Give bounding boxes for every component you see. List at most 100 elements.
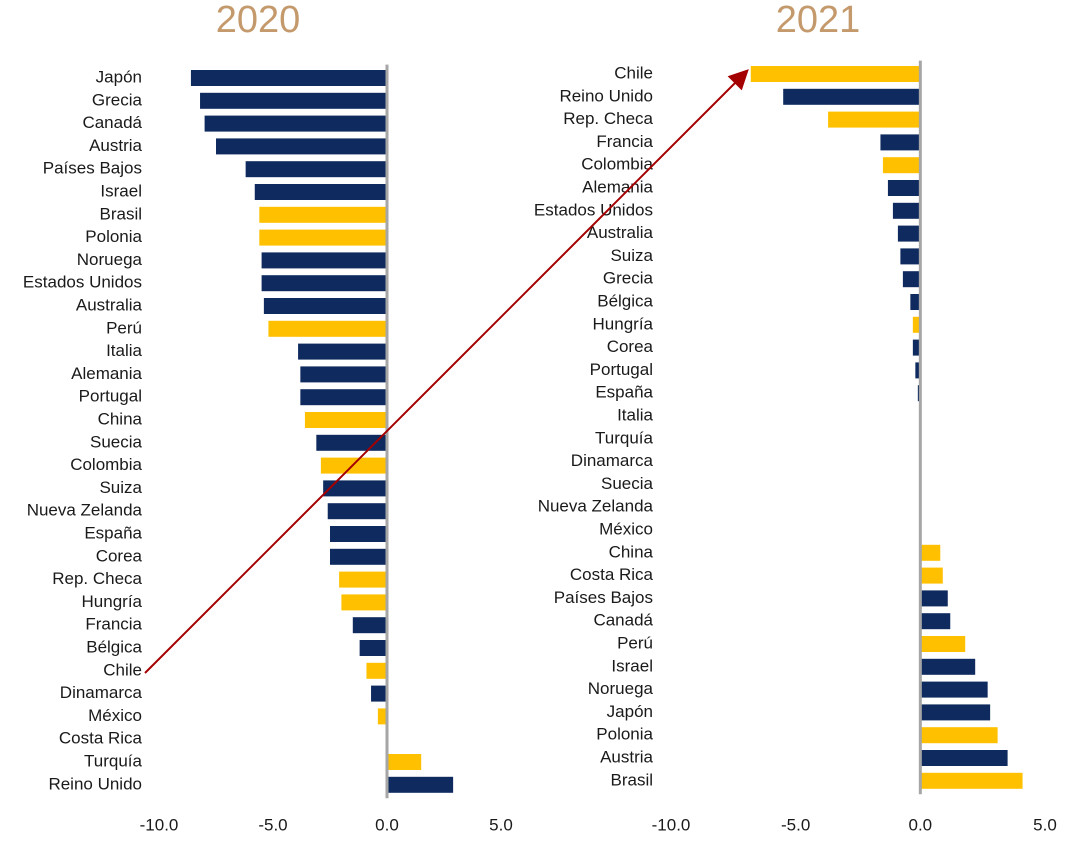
bar <box>920 772 1023 789</box>
bar <box>323 480 387 497</box>
bar <box>387 754 422 770</box>
bar <box>920 658 976 675</box>
bar <box>300 366 387 383</box>
bar <box>783 88 921 105</box>
category-label: Israel <box>611 656 653 675</box>
category-label: Corea <box>96 546 143 565</box>
category-label: Japón <box>96 67 142 86</box>
category-label: Japón <box>607 702 653 721</box>
bar <box>204 115 387 132</box>
category-label: China <box>609 542 654 561</box>
category-label: Brasil <box>99 204 142 223</box>
bar <box>339 571 387 588</box>
bar <box>268 320 387 337</box>
category-label: Estados Unidos <box>534 200 653 219</box>
category-label: Turquía <box>84 751 143 770</box>
bar <box>912 339 921 356</box>
category-label: Dinamarca <box>571 451 654 470</box>
bar <box>320 457 387 474</box>
category-label: Austria <box>600 747 653 766</box>
bar <box>352 617 387 634</box>
bar <box>920 704 991 721</box>
category-label: Países Bajos <box>554 588 653 607</box>
category-label: Portugal <box>590 360 653 379</box>
bar <box>298 343 387 360</box>
bar <box>200 92 387 109</box>
category-label: Francia <box>85 615 142 634</box>
bar <box>892 202 921 219</box>
x-tick-label: -10.0 <box>652 815 691 834</box>
category-label: Dinamarca <box>60 683 143 702</box>
x-tick-label: 0.0 <box>375 815 399 834</box>
bar <box>341 594 387 611</box>
category-label: Hungría <box>593 314 654 333</box>
bar <box>387 776 454 793</box>
bar <box>261 252 387 269</box>
category-label: Nueva Zelanda <box>27 501 143 520</box>
bar <box>920 590 948 607</box>
bar <box>259 206 387 223</box>
category-label: Suecia <box>601 474 654 493</box>
category-label: Noruega <box>77 250 143 269</box>
category-label: Portugal <box>79 387 142 406</box>
category-label: Costa Rica <box>570 565 654 584</box>
category-label: Australia <box>76 295 143 314</box>
category-label: Suiza <box>99 478 142 497</box>
bar <box>902 271 921 288</box>
bar <box>330 526 387 542</box>
category-label: Países Bajos <box>43 159 142 178</box>
category-label: Costa Rica <box>59 729 143 748</box>
chart-title: 2021 <box>776 0 861 41</box>
bar <box>915 362 921 379</box>
bar <box>920 727 998 744</box>
category-label: Chile <box>614 63 653 82</box>
category-label: Grecia <box>603 269 654 288</box>
category-label: España <box>84 523 142 542</box>
category-label: Estados Unidos <box>23 273 142 292</box>
category-label: Italia <box>106 341 142 360</box>
category-label: Grecia <box>92 90 143 109</box>
category-label: Colombia <box>581 155 653 174</box>
bar <box>261 275 387 292</box>
bar <box>300 389 387 406</box>
bar <box>912 316 921 333</box>
category-label: China <box>98 409 143 428</box>
bar <box>880 134 921 151</box>
bar <box>920 681 988 698</box>
category-label: Reino Unido <box>559 86 653 105</box>
bar <box>366 662 387 679</box>
bar <box>920 636 966 652</box>
category-label: Alemania <box>582 177 653 196</box>
category-label: Suecia <box>90 432 143 451</box>
category-label: España <box>595 383 653 402</box>
x-tick-label: 0.0 <box>909 815 933 834</box>
category-label: Hungría <box>82 592 143 611</box>
bar <box>920 750 1008 766</box>
category-label: Brasil <box>610 770 653 789</box>
x-tick-label: -5.0 <box>258 815 287 834</box>
bar <box>750 66 921 82</box>
bar <box>327 503 387 520</box>
category-label: Polonia <box>596 725 653 744</box>
category-label: Noruega <box>588 679 654 698</box>
bar <box>897 225 921 242</box>
category-label: Canadá <box>593 611 653 630</box>
category-label: Israel <box>100 181 142 200</box>
x-tick-label: -10.0 <box>140 815 179 834</box>
bar <box>882 157 921 174</box>
category-label: Chile <box>103 660 142 679</box>
category-label: Nueva Zelanda <box>538 497 654 516</box>
category-label: Rep. Checa <box>52 569 142 588</box>
bar <box>377 708 387 725</box>
bar <box>259 229 387 246</box>
arrow <box>144 69 749 674</box>
x-tick-label: -5.0 <box>781 815 810 834</box>
category-label: Australia <box>587 223 654 242</box>
bar <box>371 685 387 702</box>
bar <box>190 70 387 86</box>
category-label: Corea <box>607 337 654 356</box>
x-tick-label: 5.0 <box>489 815 513 834</box>
category-label: Turquía <box>595 428 654 447</box>
bar <box>304 412 387 428</box>
